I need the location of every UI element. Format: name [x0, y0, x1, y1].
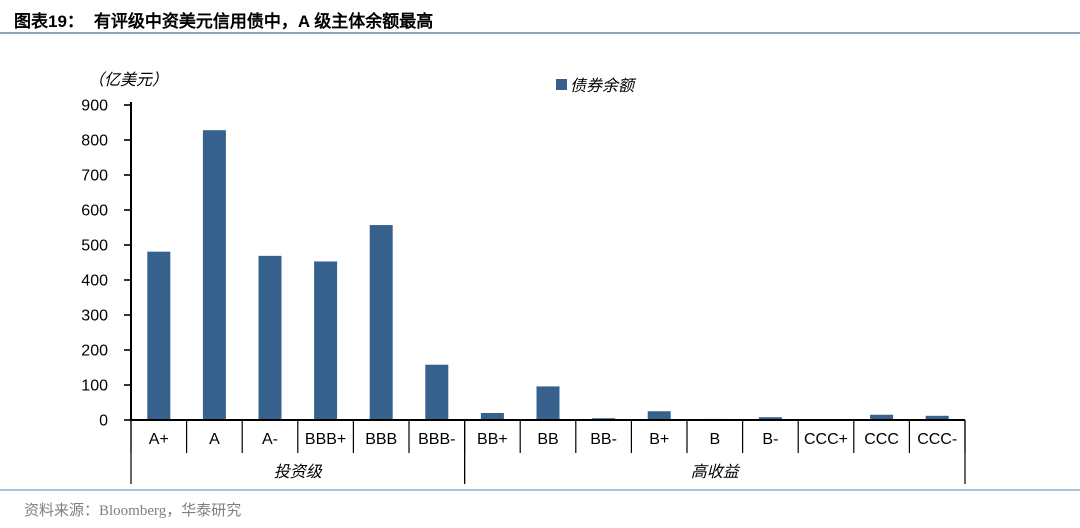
x-tick-label: CCC+	[804, 431, 848, 448]
x-tick-label: BB	[537, 431, 558, 448]
y-tick-label: 700	[81, 168, 108, 185]
footer-divider	[0, 489, 1080, 491]
y-tick-label: 800	[81, 133, 108, 150]
y-tick-label: 300	[81, 308, 108, 325]
bar-CCC	[870, 414, 894, 420]
bar-B+	[647, 411, 671, 420]
x-tick-label: B+	[649, 431, 669, 448]
y-tick-label: 100	[81, 378, 108, 395]
legend-label: 债券余额	[570, 78, 635, 95]
x-tick-label: A+	[149, 431, 169, 448]
chart-header: 图表19： 有评级中资美元信用债中，A 级主体余额最高	[14, 7, 433, 32]
x-tick-label: BBB+	[305, 431, 346, 448]
bar-BBB+	[314, 261, 338, 420]
x-tick-label: B-	[762, 431, 778, 448]
bar-A-	[258, 255, 282, 420]
x-tick-label: BBB	[365, 431, 397, 448]
x-tick-label: B	[709, 431, 720, 448]
chart-title: 有评级中资美元信用债中，A 级主体余额最高	[93, 12, 434, 31]
legend-swatch-icon	[556, 78, 567, 90]
x-tick-label: CCC	[864, 431, 899, 448]
bar-BBB-	[425, 364, 449, 420]
group-label: 高收益	[691, 463, 741, 481]
y-tick-label: 600	[81, 203, 108, 220]
bar-CCC-	[925, 415, 949, 420]
y-tick-label: 500	[81, 238, 108, 255]
y-tick-label: 200	[81, 343, 108, 360]
x-tick-label: A-	[262, 431, 278, 448]
bar-BBB	[369, 225, 393, 420]
y-tick-label: 0	[99, 413, 108, 430]
bar-A	[202, 130, 226, 420]
x-tick-label: A	[209, 431, 220, 448]
bar-A+	[147, 251, 171, 420]
y-tick-label: 900	[81, 98, 108, 115]
legend: 债券余额	[556, 72, 634, 96]
y-axis-unit-label: （亿美元）	[88, 72, 169, 89]
bar-B-	[758, 417, 782, 420]
figure-label: 图表19：	[14, 12, 84, 31]
x-tick-label: BB+	[477, 431, 508, 448]
source-note: 资料来源：Bloomberg，华泰研究	[24, 503, 242, 519]
bar-BB+	[480, 413, 504, 420]
x-tick-label: BBB-	[418, 431, 455, 448]
y-tick-label: 400	[81, 273, 108, 290]
group-label: 投资级	[274, 463, 323, 481]
x-tick-label: BB-	[590, 431, 617, 448]
bar-BB	[536, 386, 560, 420]
title-divider	[0, 32, 1080, 34]
x-tick-label: CCC-	[917, 431, 957, 448]
